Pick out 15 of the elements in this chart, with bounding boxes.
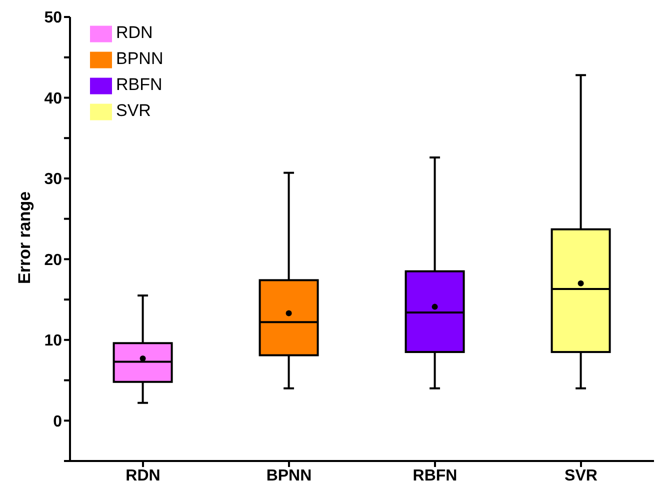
y-tick-label: 10: [44, 332, 62, 350]
y-tick-label: 50: [44, 10, 62, 27]
x-tick-label: RDN: [126, 467, 160, 484]
y-tick-label: 20: [44, 252, 62, 269]
legend-label: RDN: [116, 23, 153, 42]
legend-label: SVR: [116, 101, 151, 120]
x-tick-label: SVR: [564, 467, 598, 484]
legend-label: RBFN: [116, 75, 162, 94]
x-tick-label: BPNN: [266, 467, 312, 484]
y-tick-label: 30: [44, 171, 62, 188]
legend-label: BPNN: [116, 49, 164, 68]
x-tick-label: RBFN: [412, 467, 458, 484]
y-axis-title: Error range: [15, 191, 34, 284]
y-tick-label: 40: [44, 90, 62, 108]
y-tick-label: 0: [53, 413, 62, 430]
